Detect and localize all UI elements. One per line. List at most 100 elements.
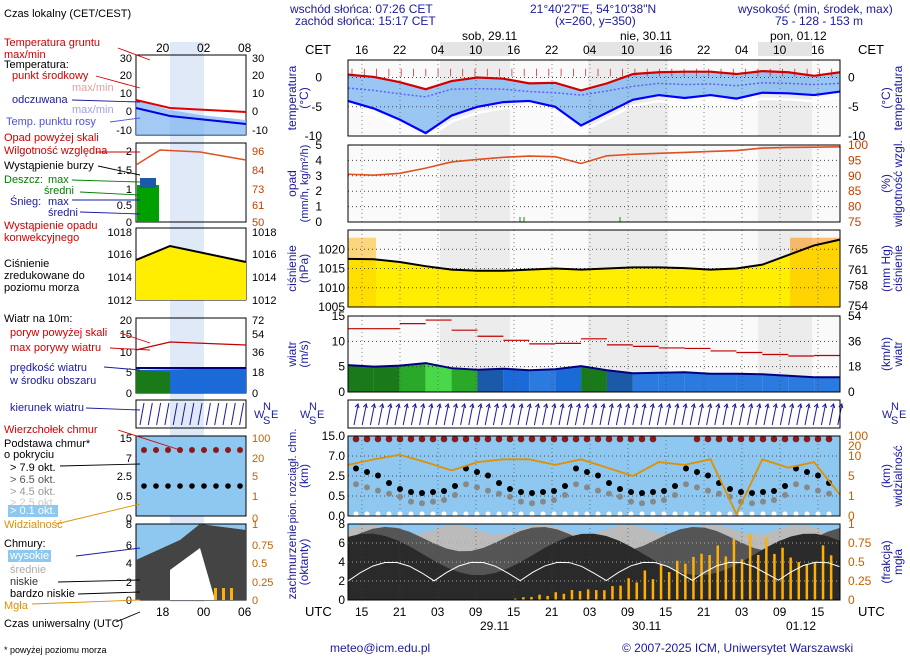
mini-panel (135, 142, 247, 223)
legend-leader (103, 366, 141, 371)
wind-ytick: 15 (332, 309, 346, 323)
cloud-top-dot (759, 435, 767, 443)
cloud-base-dot-3 (518, 511, 524, 517)
legend-gust-max: max porywy wiatru (10, 342, 102, 354)
cloud-base-dot-2 (639, 500, 645, 507)
hum-axis-unit: (%) (879, 174, 893, 193)
fog-bar (659, 564, 663, 600)
fog-ytick: 0.25 (848, 574, 872, 588)
mini-ytick-r: 84 (252, 165, 264, 177)
press-ytick-r: 765 (848, 242, 868, 256)
cloud-base-dot-3 (606, 511, 612, 517)
mini-ytick-r: 1018 (252, 227, 276, 239)
mini-cloud-dot (225, 483, 231, 489)
hum-ytick: 95 (848, 153, 862, 167)
mini-ytick: 10 (120, 347, 132, 359)
wind-dir-head (731, 403, 737, 409)
wind-dir-arrow (550, 404, 556, 426)
mini-ytick-r: 1 (252, 491, 258, 503)
cet-tick: 16 (811, 43, 825, 57)
legend-gusts-over: poryw powyżej skali (10, 327, 108, 339)
cloud-base-dot-2 (397, 493, 403, 500)
mini-compass-s: S (263, 415, 270, 427)
fog-bar (805, 563, 809, 600)
cloud-base-dot (738, 489, 744, 495)
cloud-base-dot-3 (661, 511, 667, 517)
panel-day (510, 145, 588, 222)
cloud-base-dot-2 (551, 497, 557, 503)
panel-border (347, 315, 841, 393)
visibility-line (347, 453, 841, 517)
hum-ytick: 80 (848, 200, 862, 214)
cloud-top-dot (770, 435, 778, 443)
cloud-top-dot (462, 435, 470, 443)
mini-compass-n: N (263, 401, 271, 413)
fog-bar (651, 579, 655, 600)
wind-dir-head (510, 403, 516, 409)
fog-bar (603, 590, 606, 600)
cloud-top-dot (715, 435, 723, 443)
cloud-base-dot (386, 480, 392, 486)
wind-speed-segment (814, 377, 840, 392)
wind-dir-arrow (796, 404, 802, 426)
cloud-base-dot (540, 489, 546, 495)
mini-ytick-r: 0.5 (252, 558, 267, 570)
legend-snow: Śnieg: (10, 196, 42, 208)
legend-wind-speed: prędkość wiatru (10, 362, 88, 374)
day-label-bottom: 30.11 (632, 619, 661, 633)
cloud-base-dot-3 (397, 511, 403, 517)
cloud-top-dot (781, 435, 789, 443)
cover-axis-unit: (oktanty) (297, 539, 311, 586)
wind-dir-head (748, 403, 754, 409)
cloud-base-dot (815, 472, 821, 479)
cloud-top-dot (803, 435, 811, 443)
mini-gust-line (135, 341, 247, 351)
vis-axis-title: widzialność (891, 445, 905, 507)
mini-ytick: 0.5 (117, 491, 132, 503)
mini-ytick-r: 0 (252, 595, 258, 607)
temp-ytick-r: -5 (848, 100, 859, 114)
wind-dir-head (641, 403, 647, 409)
mini-temp-feel (135, 107, 247, 125)
mini-wind-arrow (189, 402, 195, 426)
wind-dir-arrow (788, 404, 794, 426)
utc-tick: 21 (697, 605, 711, 619)
wind-dir-arrow (574, 404, 580, 426)
wind-dir-arrow (615, 404, 621, 426)
mini-cet-tick: 08 (238, 41, 252, 55)
mini-wind-arrow (139, 402, 145, 426)
wind-dir-head (608, 403, 614, 409)
cet-label-left: CET (305, 42, 331, 57)
wind-dir-arrow (402, 404, 408, 426)
cover-ytick: 2 (338, 574, 345, 588)
day-label-top: sob, 29.11 (462, 29, 517, 43)
wind-dir-head (682, 403, 688, 409)
legend-leader (115, 611, 141, 623)
mini-ytick: 0.5 (117, 200, 132, 212)
legend-wind-dir: kierunek wiatru (10, 402, 84, 414)
panel-day (348, 145, 440, 222)
wind-dir-head (559, 403, 565, 409)
vis-ytick: 5 (848, 469, 855, 483)
legend-mid: średnie (10, 564, 47, 576)
wind-speed-segment (736, 373, 763, 392)
wind-dir-arrow (689, 404, 695, 426)
legend-feels-like: odczuwana (12, 94, 68, 106)
utc-tick: 15 (811, 605, 825, 619)
legend-mid-point: punkt środkowy (12, 70, 89, 82)
footer-email[interactable]: meteo@icm.edu.pl (330, 641, 431, 655)
cloud-base-dot-2 (573, 481, 579, 488)
wind-dir-head (781, 403, 786, 409)
wind-dir-head (756, 403, 762, 409)
fog-bar (562, 593, 566, 600)
cloud-top-dot (396, 435, 404, 443)
mini-cover-white (170, 548, 215, 600)
mini-ytick: 0 (126, 106, 132, 118)
coords-text: 21°40'27"E, 54°10'38"N (530, 2, 657, 16)
mini-hum-line (135, 149, 247, 166)
compass-e: E (317, 409, 324, 421)
mini-ytick-r: 18 (252, 367, 264, 379)
legend-leader (71, 179, 141, 183)
fog-axis-unit: (frakcja) (879, 540, 893, 583)
compass-n-r: N (891, 401, 899, 413)
